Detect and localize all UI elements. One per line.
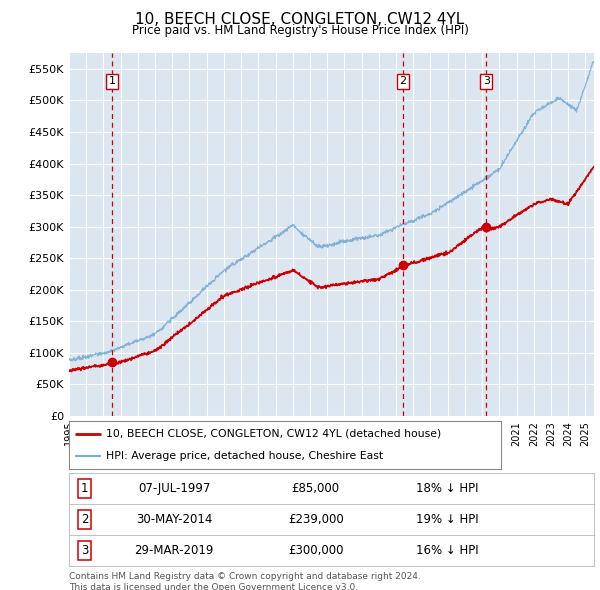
Text: £85,000: £85,000 [292,481,340,495]
Text: 1: 1 [81,481,89,495]
Text: 07-JUL-1997: 07-JUL-1997 [138,481,210,495]
Text: 18% ↓ HPI: 18% ↓ HPI [416,481,478,495]
Text: Price paid vs. HM Land Registry's House Price Index (HPI): Price paid vs. HM Land Registry's House … [131,24,469,37]
Text: 10, BEECH CLOSE, CONGLETON, CW12 4YL: 10, BEECH CLOSE, CONGLETON, CW12 4YL [136,12,464,27]
Text: 2: 2 [81,513,89,526]
Text: 3: 3 [483,77,490,87]
Text: 1: 1 [109,77,116,87]
Text: 29-MAR-2019: 29-MAR-2019 [134,544,214,558]
Text: HPI: Average price, detached house, Cheshire East: HPI: Average price, detached house, Ches… [106,451,383,461]
Text: 30-MAY-2014: 30-MAY-2014 [136,513,212,526]
Text: 16% ↓ HPI: 16% ↓ HPI [416,544,478,558]
Text: 3: 3 [81,544,88,558]
Text: £239,000: £239,000 [288,513,344,526]
Text: Contains HM Land Registry data © Crown copyright and database right 2024.
This d: Contains HM Land Registry data © Crown c… [69,572,421,590]
Text: 19% ↓ HPI: 19% ↓ HPI [416,513,478,526]
Text: £300,000: £300,000 [288,544,343,558]
Text: 2: 2 [400,77,407,87]
Text: 10, BEECH CLOSE, CONGLETON, CW12 4YL (detached house): 10, BEECH CLOSE, CONGLETON, CW12 4YL (de… [106,429,441,439]
